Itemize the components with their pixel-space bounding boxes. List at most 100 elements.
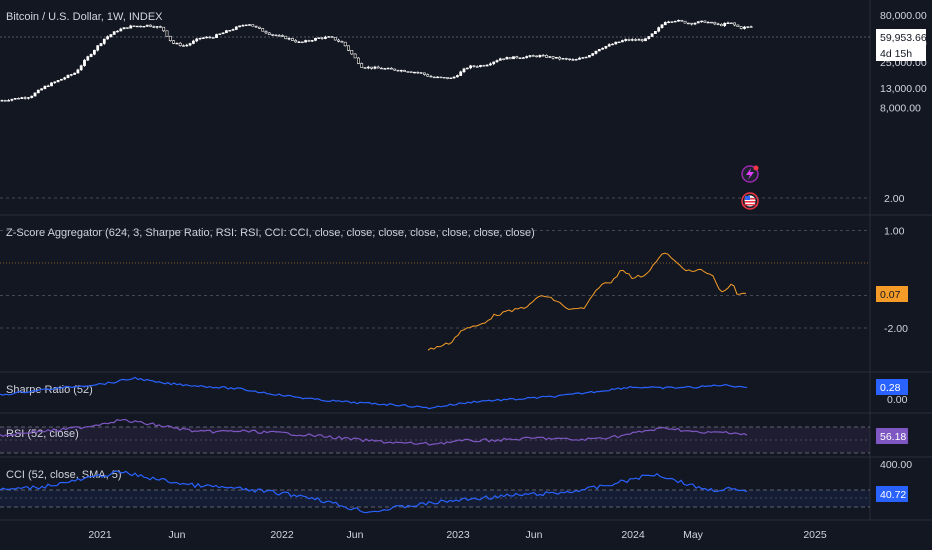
cci-band: [0, 490, 870, 507]
candle-body: [297, 41, 301, 44]
candle-body: [155, 26, 159, 28]
candle-body: [396, 69, 400, 72]
zscore-pane[interactable]: Z-Score Aggregator (624, 3, Sharpe Ratio…: [0, 193, 908, 351]
candle-body: [465, 67, 469, 70]
candle-body: [172, 40, 176, 44]
zscore-pane-title[interactable]: Z-Score Aggregator (624, 3, Sharpe Ratio…: [6, 227, 535, 239]
candle-body: [647, 36, 651, 39]
candle-body: [211, 37, 215, 39]
candle-body: [350, 49, 354, 55]
candle-body: [363, 67, 367, 69]
candle-body: [73, 72, 77, 75]
candle-body: [284, 35, 288, 40]
rsi-line[interactable]: [0, 418, 748, 446]
candle-body: [587, 55, 591, 58]
candle-body: [733, 22, 737, 26]
zscore-line[interactable]: [427, 252, 747, 351]
candle-body: [3, 100, 7, 102]
price-tick-label: 80,000.00: [880, 10, 927, 22]
candle-body: [677, 19, 680, 22]
zscore-levels: 2.001.00-1.00-2.00: [0, 193, 908, 335]
candle-body: [561, 58, 565, 60]
candle-body: [475, 66, 479, 68]
candle-body: [238, 25, 242, 28]
candle-body: [376, 66, 380, 69]
candle-body: [703, 20, 707, 23]
candle-body: [693, 22, 697, 25]
cci-pane-title[interactable]: CCI (52, close, SMA, 5): [6, 469, 122, 481]
candle-body: [640, 39, 644, 42]
candle-body: [710, 21, 713, 24]
candle-body: [347, 45, 350, 51]
candle-body: [215, 34, 218, 39]
candle-body: [455, 75, 459, 78]
candle-body: [63, 77, 67, 80]
candle-body: [228, 30, 232, 32]
rsi-value-label-bg: [876, 428, 908, 444]
price-pane[interactable]: Bitcoin / U.S. Dollar, 1W, INDEX 80,000.…: [0, 10, 927, 210]
candle-body: [135, 25, 139, 28]
candle-body: [231, 29, 235, 31]
candle-body: [46, 85, 50, 88]
candle-body: [746, 26, 750, 28]
candle-body: [551, 56, 555, 59]
candle-body: [502, 58, 506, 60]
candle-body: [7, 100, 11, 102]
candle-body: [531, 55, 535, 57]
candle-body: [538, 54, 542, 58]
candle-body: [739, 26, 743, 29]
candle-body: [333, 36, 337, 41]
candle-body: [83, 59, 86, 66]
candle-body: [264, 30, 268, 34]
candle-body: [261, 28, 265, 32]
candle-body: [630, 39, 634, 41]
rsi-pane[interactable]: RSI (52, close) 56.18: [0, 418, 908, 454]
price-pane-title[interactable]: Bitcoin / U.S. Dollar, 1W, INDEX: [6, 11, 163, 23]
candle-body: [545, 54, 548, 58]
candle-body: [162, 26, 166, 32]
candle-body: [99, 43, 103, 46]
time-axis[interactable]: 2021 Jun 2022 Jun 2023 Jun 2024 May 2025: [88, 529, 827, 541]
candle-body: [389, 67, 393, 70]
candle-body: [416, 71, 420, 74]
candle-body: [743, 26, 746, 29]
candle-body: [198, 37, 202, 40]
price-axis[interactable]: 80,000.0040,000.0025,000.0013,000.008,00…: [880, 10, 927, 115]
sharpe-value-label: 0.28: [880, 382, 901, 394]
candle-body: [627, 39, 631, 41]
candle-body: [145, 24, 149, 27]
time-tick-label: Jun: [169, 529, 186, 541]
candle-body: [277, 35, 281, 37]
candle-body: [399, 70, 403, 72]
candle-body: [667, 21, 671, 23]
candle-body: [366, 66, 370, 69]
candle-body: [142, 25, 146, 28]
candle-body: [535, 55, 539, 58]
cci-pane[interactable]: CCI (52, close, SMA, 5) 400.00 40.72: [0, 459, 912, 514]
candle-body: [33, 92, 37, 97]
lightning-icon[interactable]: [741, 165, 759, 183]
candle-body: [241, 25, 245, 27]
candle-body: [112, 31, 116, 35]
time-tick-label: Jun: [347, 529, 364, 541]
time-tick-label: Jun: [526, 529, 543, 541]
cci-line[interactable]: [0, 470, 748, 514]
candle-body: [353, 53, 357, 59]
sharpe-line[interactable]: [0, 376, 748, 410]
sharpe-pane[interactable]: Sharpe Ratio (52) 0.00 0.28: [0, 376, 908, 410]
candle-body: [554, 56, 558, 59]
candle-body: [0, 100, 4, 102]
candle-body: [43, 85, 47, 90]
time-tick-label: 2022: [270, 529, 294, 541]
candle-body: [495, 60, 499, 63]
candle-body: [512, 56, 515, 60]
candle-body: [716, 23, 720, 25]
candle-body: [564, 58, 568, 60]
candlestick-series[interactable]: [0, 19, 753, 102]
candle-body: [13, 98, 17, 100]
candle-body: [274, 34, 278, 37]
us-flag-icon[interactable]: [741, 192, 759, 210]
candle-body: [426, 74, 430, 77]
candle-body: [591, 53, 595, 56]
